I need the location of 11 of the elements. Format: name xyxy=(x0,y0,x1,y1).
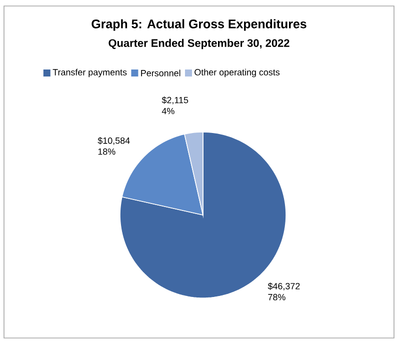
text: 18% xyxy=(98,148,116,155)
legend-label: Transfer payments xyxy=(52,68,127,78)
chart-subtitle: Quarter Ended September 30, 2022 xyxy=(108,38,290,50)
chart-title: Graph 5: Actual Gross Expenditures xyxy=(92,19,306,31)
text: 78% xyxy=(268,294,286,300)
legend-label: Other operating costs xyxy=(194,68,280,78)
legend-label: Personnel xyxy=(141,70,180,76)
data-label: $10,584 xyxy=(98,137,130,145)
data-label: $46,372 xyxy=(268,282,300,290)
data-label: $2,115 xyxy=(162,96,188,104)
text: 4% xyxy=(162,108,174,114)
